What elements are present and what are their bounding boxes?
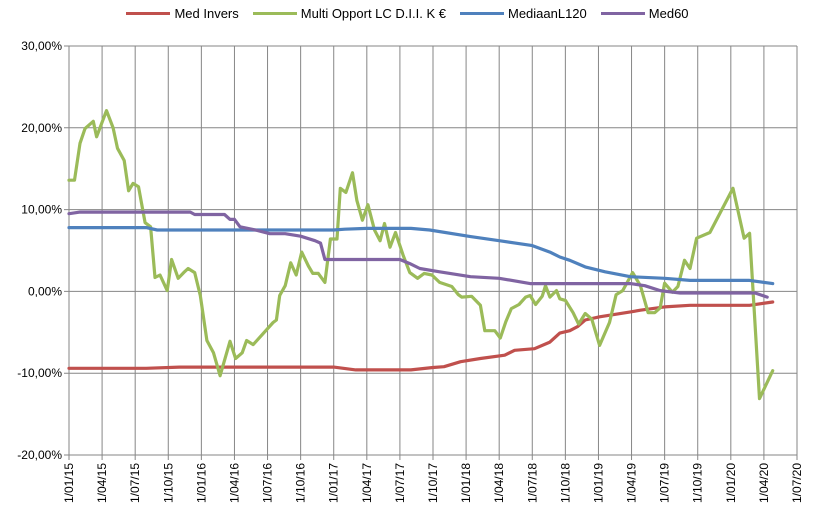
y-tick-label: 30,00%: [21, 39, 62, 53]
x-tick-label: 1/07/19: [658, 463, 672, 503]
legend-swatch: [459, 12, 504, 15]
legend-swatch: [252, 12, 297, 15]
x-tick-label: 1/10/18: [558, 463, 572, 503]
legend-label: Med Invers: [174, 6, 239, 21]
x-tick-label: 1/01/18: [459, 463, 473, 503]
y-tick-label: 0,00%: [28, 284, 62, 298]
series-lines: [67, 108, 775, 401]
legend-item-med-invers: Med Invers: [126, 6, 239, 21]
y-axis-labels: 30,00% 20,00% 10,00% 0,00% -10,00% -20,00%: [17, 39, 62, 462]
x-tick-label: 1/04/19: [625, 463, 639, 503]
x-tick-label: 1/07/17: [393, 463, 407, 503]
y-tick-label: -10,00%: [17, 366, 62, 380]
gridlines: [64, 45, 798, 460]
x-tick-label: 1/01/15: [62, 463, 76, 503]
x-tick-label: 1/10/19: [691, 463, 705, 503]
series-line-mediaanl120: [67, 226, 775, 286]
legend-swatch: [126, 12, 171, 15]
y-tick-label: 10,00%: [21, 203, 62, 217]
legend-item-mediaanl120: MediaanL120: [459, 6, 587, 21]
x-tick-label: 1/01/19: [591, 463, 605, 503]
series-line-multi-opport-lc-d-i-i-k: [67, 108, 775, 401]
x-tick-label: 1/07/15: [128, 463, 142, 503]
x-axis-labels: 1/01/15 1/04/15 1/07/15 1/10/15 1/01/16 1/04/…: [62, 463, 804, 503]
x-tick-label: 1/10/16: [294, 463, 308, 503]
x-tick-label: 1/10/15: [161, 463, 175, 503]
x-tick-label: 1/04/15: [95, 463, 109, 503]
x-tick-label: 1/10/17: [426, 463, 440, 503]
legend-item-med60: Med60: [600, 6, 689, 21]
series-line-med60: [67, 210, 769, 299]
y-tick-label: -20,00%: [17, 448, 62, 462]
legend: Med Invers Multi Opport LC D.I.I. K € Me…: [0, 6, 815, 21]
legend-label: MediaanL120: [507, 6, 587, 21]
x-tick-label: 1/04/18: [492, 463, 506, 503]
x-tick-label: 1/07/20: [790, 463, 804, 503]
x-tick-label: 1/07/18: [525, 463, 539, 503]
x-tick-label: 1/04/17: [360, 463, 374, 503]
legend-label: Med60: [648, 6, 689, 21]
x-tick-label: 1/04/20: [757, 463, 771, 503]
x-tick-label: 1/04/16: [227, 463, 241, 503]
x-tick-label: 1/01/17: [327, 463, 341, 503]
x-tick-label: 1/07/16: [261, 463, 275, 503]
legend-label: Multi Opport LC D.I.I. K €: [300, 6, 446, 21]
legend-swatch: [600, 12, 645, 15]
x-tick-label: 1/01/20: [724, 463, 738, 503]
series-line-med-invers: [67, 300, 775, 372]
y-tick-label: 20,00%: [21, 121, 62, 135]
x-tick-label: 1/01/16: [194, 463, 208, 503]
legend-item-multi-opport: Multi Opport LC D.I.I. K €: [252, 6, 446, 21]
